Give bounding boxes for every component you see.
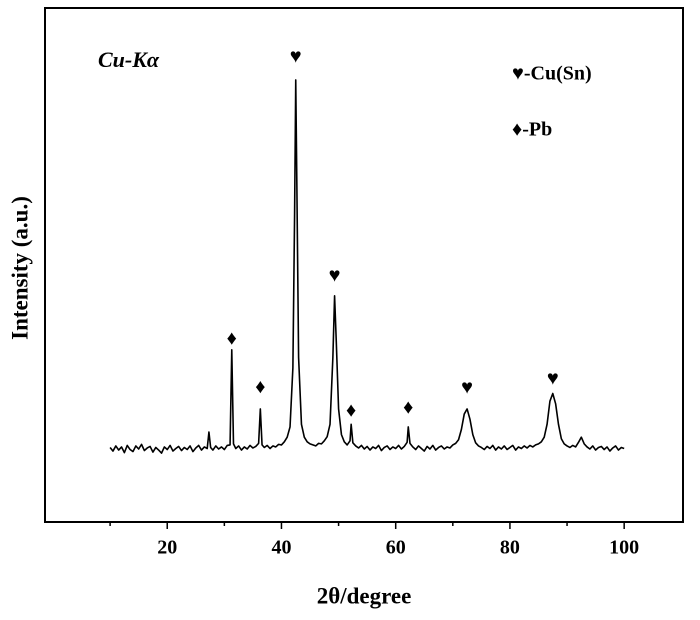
legend-entry: ♥-Cu(Sn) xyxy=(512,63,592,85)
legend-entry: ♦-Pb xyxy=(512,119,552,141)
inset-label: Cu-Kα xyxy=(98,47,160,72)
peak-marker: ♦ xyxy=(227,328,237,350)
x-tick-label: 20 xyxy=(157,537,177,559)
plot-frame xyxy=(44,7,684,523)
x-tick-label: 60 xyxy=(386,537,406,559)
y-axis-title: Intensity (a.u.) xyxy=(7,196,32,340)
peak-marker: ♥ xyxy=(461,376,473,398)
x-tick-label: 100 xyxy=(609,537,639,559)
peak-marker: ♦ xyxy=(403,397,413,419)
data-line xyxy=(109,79,625,454)
peak-marker: ♥ xyxy=(547,368,559,390)
peak-marker: ♦ xyxy=(346,400,356,422)
x-axis-title: 2θ/degree xyxy=(317,583,412,608)
x-tick-label: 40 xyxy=(271,537,291,559)
peak-marker: ♥ xyxy=(329,264,341,286)
peak-marker: ♦ xyxy=(255,376,265,398)
peak-marker: ♥ xyxy=(290,45,302,67)
x-tick-label: 80 xyxy=(500,537,520,559)
